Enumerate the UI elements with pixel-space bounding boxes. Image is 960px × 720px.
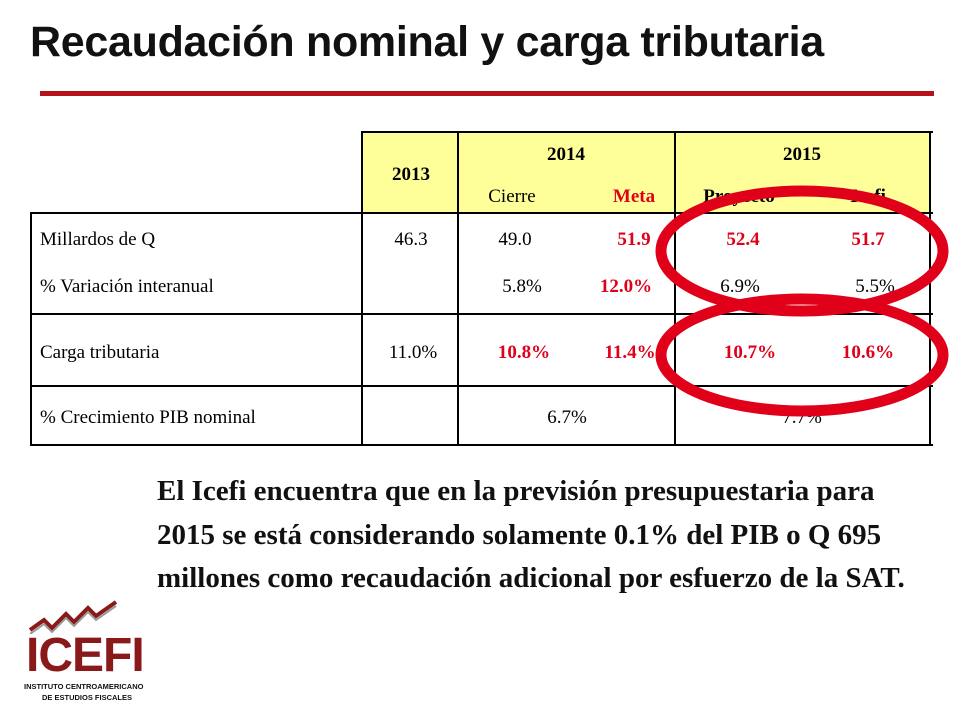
cell-carga-meta: 11.4% [604,342,656,363]
header-meta: Meta [612,186,656,207]
table-divider-2013 [457,131,459,446]
table-divider-2014 [674,131,676,446]
header-2013: 2013 [392,164,430,185]
row-label-pib: % Crecimiento PIB nominal [40,407,256,428]
header-cierre: Cierre [488,186,536,207]
table-border-right [929,131,931,446]
cell-variacion-cierre: 5.8% [502,276,542,297]
logo-wordmark: ICEFI [26,629,145,682]
summary-paragraph: El Icefi encuentra que en la previsión p… [157,475,905,594]
table-rule-header [30,212,933,214]
cell-variacion-meta: 12.0% [599,276,653,297]
logo-zigzag-icon [28,600,118,634]
cell-carga-icefi: 10.6% [841,342,895,363]
header-fill-2014 [458,131,675,213]
cell-pib-2015: 7.7% [782,407,822,428]
cell-pib-2014: 6.7% [547,407,587,428]
table-rule-row2 [30,313,933,315]
page-title: Recaudación nominal y carga tributaria [30,18,824,66]
table-border-top [363,131,933,133]
row-label-variacion: % Variación interanual [40,276,214,297]
table-divider-label [361,131,363,446]
cell-millardos-2013: 46.3 [394,229,428,250]
cell-millardos-cierre: 49.0 [498,229,532,250]
header-icefi: Icefi [850,186,886,207]
cell-millardos-proyecto: 52.4 [726,229,760,250]
cell-variacion-proyecto: 6.9% [720,276,760,297]
table-border-bottom [30,444,933,446]
header-proyecto: Proyecto [703,186,775,207]
row-label-millardos: Millardos de Q [40,229,156,250]
table-rule-row3 [30,385,933,387]
cell-carga-2013: 11.0% [388,342,438,363]
revenue-table: 2013 2014 2015 Cierre Meta Proyecto Icef… [30,131,933,446]
header-2015: 2015 [783,144,821,165]
cell-millardos-meta: 51.9 [617,229,651,250]
cell-millardos-icefi: 51.7 [851,229,885,250]
row-label-carga: Carga tributaria [40,342,160,363]
logo-subtitle-line1: INSTITUTO CENTROAMERICANO [24,682,144,691]
header-2014: 2014 [547,144,585,165]
header-fill-2013 [363,131,458,213]
cell-variacion-icefi: 5.5% [855,276,895,297]
cell-carga-cierre: 10.8% [497,342,551,363]
icefi-logo: ICEFI INSTITUTO CENTROAMERICANO DE ESTUD… [18,600,158,712]
cell-carga-proyecto: 10.7% [723,342,777,363]
logo-subtitle-line2: DE ESTUDIOS FISCALES [42,693,133,702]
table-border-left [30,212,32,446]
title-underline [40,91,934,96]
